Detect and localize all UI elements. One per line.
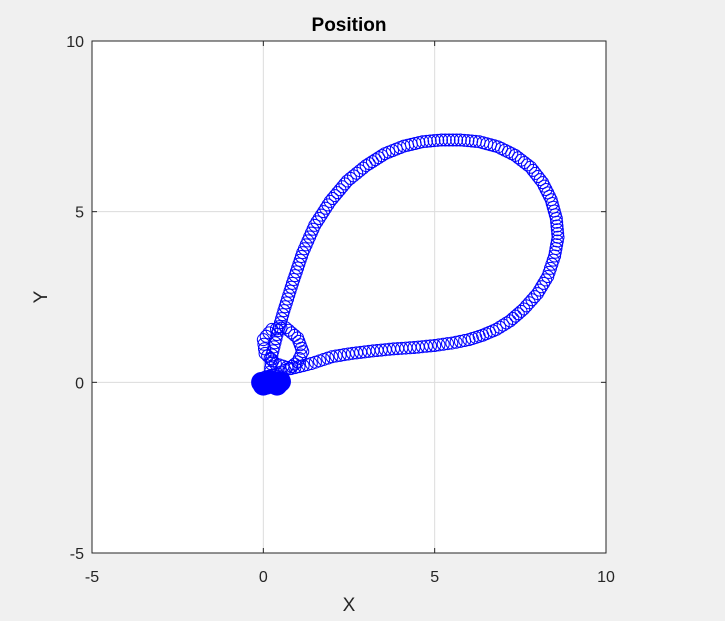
trajectory-marker bbox=[539, 273, 553, 287]
trajectory-marker bbox=[427, 134, 441, 148]
trajectory-marker bbox=[372, 151, 386, 165]
trajectory-marker bbox=[537, 276, 551, 290]
trajectory-marker bbox=[535, 280, 549, 294]
trajectory-marker bbox=[541, 186, 555, 200]
trajectory-marker bbox=[493, 320, 507, 334]
trajectory-marker bbox=[436, 337, 450, 351]
trajectory-marker bbox=[321, 198, 335, 212]
plot-area bbox=[92, 41, 606, 553]
trajectory-marker bbox=[445, 336, 459, 350]
trajectory-marker bbox=[378, 147, 392, 161]
trajectory-marker bbox=[432, 338, 446, 352]
trajectory-marker bbox=[533, 283, 547, 297]
trajectory-marker bbox=[323, 194, 337, 208]
trajectory-marker bbox=[472, 135, 486, 149]
trajectory-marker bbox=[325, 350, 339, 364]
trajectory-marker bbox=[264, 352, 278, 366]
trajectory-marker bbox=[419, 339, 433, 353]
origin-cluster-marker bbox=[266, 374, 288, 396]
grid bbox=[92, 41, 606, 553]
trajectory-marker bbox=[265, 348, 279, 362]
trajectory-marker bbox=[314, 208, 328, 222]
trajectory-marker bbox=[449, 335, 463, 349]
trajectory-marker bbox=[489, 322, 503, 336]
y-axis-label: Y bbox=[31, 290, 52, 303]
plot-frame bbox=[91, 40, 607, 554]
trajectory-marker bbox=[550, 223, 564, 237]
trajectory-marker bbox=[319, 201, 333, 215]
trajectory-marker bbox=[508, 148, 522, 162]
trajectory-marker bbox=[551, 227, 565, 241]
trajectory-marker bbox=[511, 151, 525, 165]
trajectory-marker bbox=[453, 334, 467, 348]
trajectory-marker bbox=[424, 339, 438, 353]
trajectory-marker bbox=[310, 215, 324, 229]
trajectory-marker bbox=[544, 193, 558, 207]
trajectory-marker bbox=[496, 318, 510, 332]
trajectory-marker bbox=[261, 349, 275, 363]
trajectory-marker bbox=[438, 133, 452, 147]
trajectory-marker bbox=[539, 182, 553, 196]
trajectory-marker bbox=[461, 134, 475, 148]
trajectory-marker bbox=[279, 321, 293, 335]
trajectory-marker bbox=[341, 347, 355, 361]
trajectory-marker bbox=[259, 329, 273, 343]
trajectory-marker bbox=[333, 348, 347, 362]
x-tick-label: 0 bbox=[259, 569, 268, 586]
scatter-series bbox=[251, 133, 565, 396]
trajectory-marker bbox=[501, 145, 515, 159]
trajectory-marker bbox=[263, 351, 277, 365]
y-tick-label: 5 bbox=[75, 205, 84, 222]
trajectory-marker bbox=[257, 337, 271, 351]
x-tick-label: -5 bbox=[85, 569, 99, 586]
trajectory-marker bbox=[431, 133, 445, 147]
trajectory-marker bbox=[551, 230, 565, 244]
trajectory-marker bbox=[428, 338, 442, 352]
trajectory-marker bbox=[528, 290, 542, 304]
trajectory-marker bbox=[457, 133, 471, 147]
trajectory-marker bbox=[441, 337, 455, 351]
trajectory-marker bbox=[468, 134, 482, 148]
trajectory-marker bbox=[369, 153, 383, 167]
trajectory-marker bbox=[269, 322, 283, 336]
trajectory-marker bbox=[312, 211, 326, 225]
trajectory-marker bbox=[542, 189, 556, 203]
y-tick-label: 10 bbox=[66, 34, 84, 51]
trajectory-marker bbox=[337, 348, 351, 362]
trajectory-marker bbox=[530, 287, 544, 301]
trajectory-marker bbox=[442, 133, 456, 147]
trajectory-marker bbox=[446, 133, 460, 147]
trajectory-marker bbox=[435, 133, 449, 147]
trajectory-marker bbox=[450, 133, 464, 147]
chart-title: Position bbox=[312, 15, 387, 36]
trajectory-marker bbox=[537, 179, 551, 193]
trajectory-marker bbox=[329, 349, 343, 363]
y-tick-label: -5 bbox=[70, 546, 84, 563]
trajectory-marker bbox=[550, 234, 564, 248]
x-axis-label: X bbox=[343, 595, 356, 616]
trajectory-marker bbox=[365, 155, 379, 169]
axis-ticks: -5 0 5 10 -5 0 5 10 bbox=[66, 34, 615, 586]
trajectory-marker bbox=[274, 321, 288, 335]
trajectory-marker bbox=[465, 134, 479, 148]
x-tick-label: 10 bbox=[597, 569, 615, 586]
trajectory-marker bbox=[453, 133, 467, 147]
trajectory-marker bbox=[505, 147, 519, 161]
x-tick-label: 5 bbox=[430, 569, 439, 586]
y-tick-label: 0 bbox=[75, 375, 84, 392]
trajectory-marker bbox=[317, 205, 331, 219]
trajectory-marker bbox=[550, 238, 564, 252]
trajectory-marker bbox=[375, 149, 389, 163]
